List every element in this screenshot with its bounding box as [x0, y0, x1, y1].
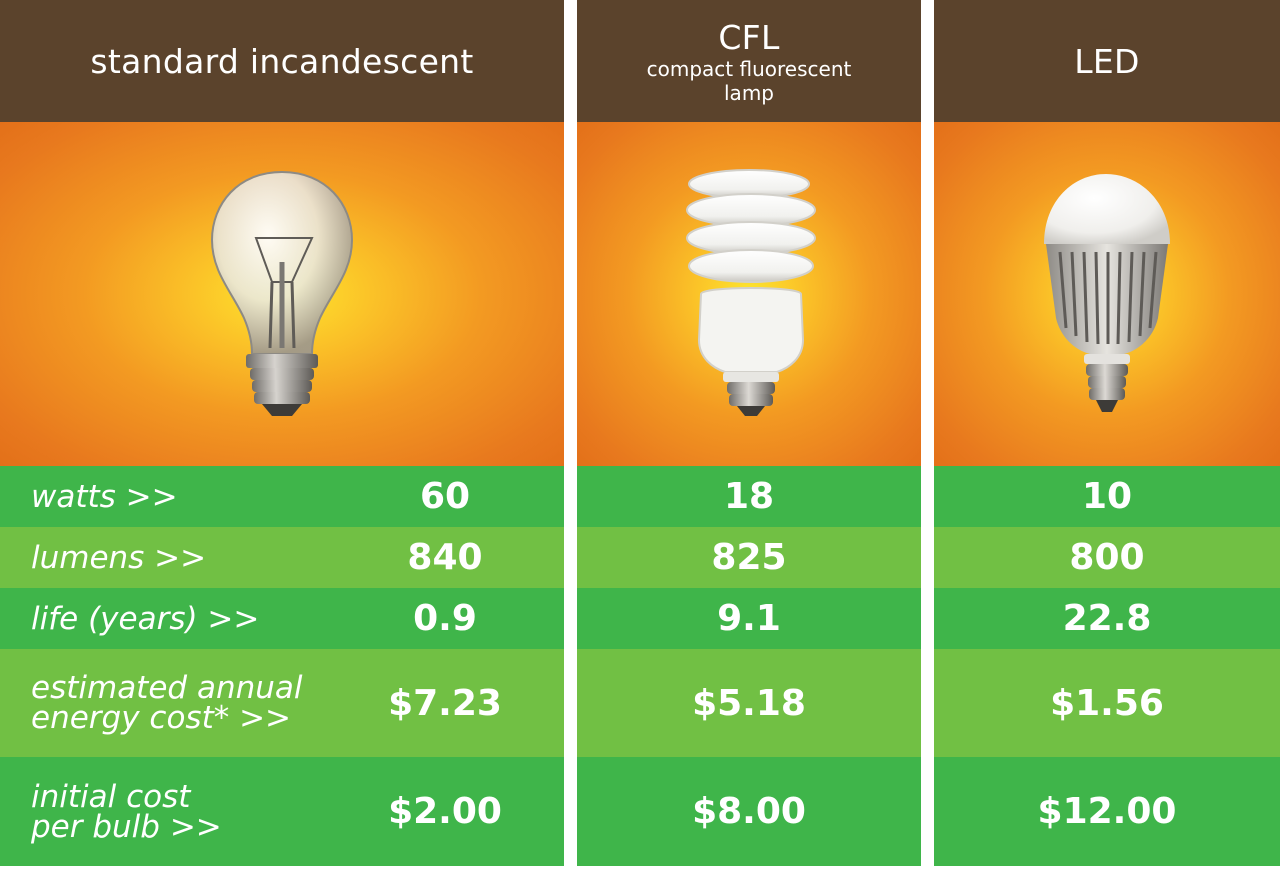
table-row-lumens: 825	[577, 527, 921, 588]
value-cell: $2.00	[388, 791, 502, 832]
table-row-energy-cost: estimated annual energy cost* >> $7.23	[0, 649, 564, 757]
bulb-photo-panel	[934, 122, 1280, 466]
column-header: standard incandescent	[0, 0, 564, 122]
value-cell: 0.9	[413, 598, 477, 639]
value-cell: $7.23	[388, 682, 502, 724]
row-label: watts >>	[31, 478, 178, 515]
row-label: estimated annual energy cost* >>	[31, 670, 303, 736]
led-bulb-icon	[1044, 174, 1170, 412]
row-label: lumens >>	[31, 539, 207, 576]
value-cell: 800	[1069, 537, 1145, 578]
table-row-watts: 18	[577, 466, 921, 527]
column-header: LED	[934, 0, 1280, 122]
table-row-watts: watts >> 60	[0, 466, 564, 527]
column-title: CFL	[718, 17, 780, 57]
value-cell: $1.56	[1050, 682, 1164, 724]
column-incandescent: standard incandescent	[0, 0, 564, 866]
column-title: LED	[1074, 41, 1140, 81]
value-cell: 18	[723, 476, 775, 517]
value-cell: $5.18	[692, 682, 806, 724]
table-row-watts: 10	[934, 466, 1280, 527]
table-row-life: life (years) >> 0.9	[0, 588, 564, 649]
value-cell: 22.8	[1062, 598, 1152, 639]
row-label: initial cost per bulb >>	[31, 778, 222, 845]
value-cell: 9.1	[717, 598, 781, 639]
table-row-energy-cost: $5.18	[577, 649, 921, 757]
table-row-life: 22.8	[934, 588, 1280, 649]
column-subtitle: compact fluorescent lamp	[646, 56, 852, 105]
value-cell: 60	[419, 476, 471, 517]
row-label: life (years) >>	[31, 600, 260, 637]
bulb-photo-panel	[577, 122, 921, 466]
table-row-life: 9.1	[577, 588, 921, 649]
table-row-lumens: lumens >> 840	[0, 527, 564, 588]
value-cell: 825	[711, 537, 787, 578]
incandescent-bulb-icon	[210, 170, 354, 416]
table-row-lumens: 800	[934, 527, 1280, 588]
value-cell: 840	[407, 537, 483, 578]
value-cell: 10	[1081, 476, 1133, 517]
bulb-photo-panel	[0, 122, 564, 466]
table-row-initial-cost: $8.00	[577, 757, 921, 866]
table-row-energy-cost: $1.56	[934, 649, 1280, 757]
column-cfl: CFL compact fluorescent lamp	[577, 0, 921, 866]
column-header: CFL compact fluorescent lamp	[577, 0, 921, 122]
column-title: standard incandescent	[90, 41, 474, 81]
table-row-initial-cost: $12.00	[934, 757, 1280, 866]
value-cell: $8.00	[692, 791, 806, 832]
value-cell: $12.00	[1037, 791, 1177, 832]
cfl-bulb-icon	[686, 169, 816, 416]
table-row-initial-cost: initial cost per bulb >> $2.00	[0, 757, 564, 866]
column-led: LED	[934, 0, 1280, 866]
